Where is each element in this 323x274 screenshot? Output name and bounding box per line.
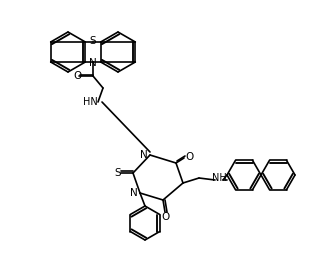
Text: HN: HN [83,97,97,107]
Text: NH: NH [212,173,226,183]
Text: O: O [185,152,193,162]
Text: O: O [73,71,81,81]
Text: N: N [89,58,97,68]
Text: N: N [130,188,138,198]
Text: S: S [115,168,121,178]
Text: S: S [90,36,96,46]
Text: N: N [140,150,148,160]
Text: O: O [162,212,170,222]
